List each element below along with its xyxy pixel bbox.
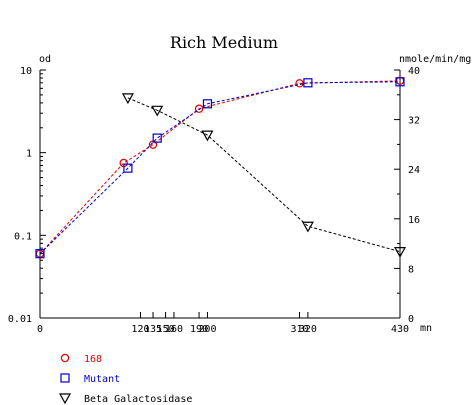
series-point-1 bbox=[35, 249, 45, 259]
x-tick-label: 0 bbox=[37, 324, 43, 335]
legend-label-1: Mutant bbox=[84, 374, 120, 385]
x-tick-label: 135 bbox=[144, 324, 162, 335]
series-point-1 bbox=[395, 77, 405, 87]
y-left-label: od bbox=[39, 54, 51, 65]
y-left-tick-label: 0.1 bbox=[14, 231, 32, 242]
series-line-0 bbox=[39, 80, 401, 255]
series-point-2 bbox=[201, 130, 214, 142]
x-tick-label: 320 bbox=[299, 324, 317, 335]
x-tick-label: 160 bbox=[165, 324, 183, 335]
x-tick-label: 430 bbox=[391, 324, 409, 335]
x-tick-label: 190 bbox=[190, 324, 208, 335]
series-point-1 bbox=[202, 99, 213, 109]
series-point-1 bbox=[123, 163, 133, 173]
series-point-2 bbox=[301, 221, 314, 233]
x-tick-label: 200 bbox=[198, 324, 216, 335]
series-point-1 bbox=[303, 78, 313, 88]
chart-title: Rich Medium bbox=[170, 33, 278, 52]
series-point-2 bbox=[151, 105, 164, 117]
y-right-tick-label: 40 bbox=[408, 66, 420, 77]
y-left-tick-label: 0.01 bbox=[8, 314, 32, 325]
legend-marker-0 bbox=[60, 353, 70, 363]
y-left-tick-label: 10 bbox=[20, 66, 32, 77]
x-tick-label: 150 bbox=[157, 324, 175, 335]
legend: 168 Mutant Beta Galactosidase bbox=[58, 353, 192, 405]
x-unit-label: mn bbox=[420, 323, 432, 334]
series-point-0 bbox=[194, 104, 204, 113]
legend-marker-1 bbox=[60, 373, 70, 383]
legend-label-2: Beta Galactosidase bbox=[84, 394, 192, 405]
series-point-0 bbox=[295, 79, 304, 88]
y-left-tick-label: 1 bbox=[26, 149, 32, 160]
y-right-tick-label: 0 bbox=[408, 314, 414, 325]
x-tick-label: 120 bbox=[131, 324, 149, 335]
series-point-2 bbox=[393, 247, 407, 258]
legend-label-0: 168 bbox=[84, 354, 102, 365]
series-point-1 bbox=[152, 133, 162, 143]
series-line-1 bbox=[39, 81, 401, 255]
x-tick-label: 310 bbox=[291, 324, 309, 335]
y-right-tick-label: 24 bbox=[408, 165, 420, 176]
y-right-tick-label: 8 bbox=[408, 264, 414, 275]
y-right-label: nmole/min/mg bbox=[399, 54, 471, 65]
series-line-2 bbox=[127, 97, 401, 253]
legend-marker-2 bbox=[58, 393, 72, 405]
y-right-tick-label: 16 bbox=[408, 215, 420, 226]
y-right-tick-label: 32 bbox=[408, 116, 420, 127]
series-point-2 bbox=[121, 93, 134, 105]
